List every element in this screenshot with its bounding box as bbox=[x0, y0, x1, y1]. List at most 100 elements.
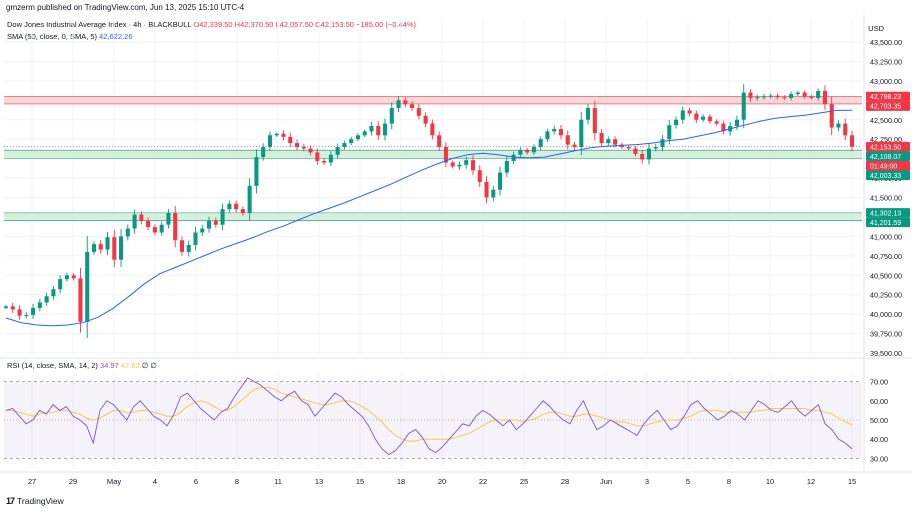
price-axis-label-box bbox=[866, 141, 910, 152]
candle-body bbox=[498, 172, 503, 190]
candle-body bbox=[308, 148, 313, 153]
candle-body bbox=[775, 95, 780, 98]
x-tick-label: May bbox=[107, 477, 121, 486]
candle-body bbox=[274, 133, 279, 136]
candle-body bbox=[491, 189, 496, 198]
candle-body bbox=[613, 139, 618, 145]
candle-body bbox=[646, 148, 651, 160]
candle-body bbox=[667, 125, 672, 140]
rsi-legend[interactable]: RSI (14, close, SMA, 14, 2) 34.97 47.62 … bbox=[7, 361, 157, 370]
x-tick-label: 4 bbox=[153, 477, 157, 486]
price-axis-label: 41,201.59 bbox=[870, 220, 901, 227]
sma-legend[interactable]: SMA (50, close, 0, SMA, 5) 42,622.26 bbox=[7, 32, 133, 41]
x-tick-label: 5 bbox=[686, 477, 690, 486]
candle-body bbox=[714, 121, 719, 124]
candle-body bbox=[558, 129, 564, 136]
candle-body bbox=[484, 181, 489, 198]
price-axis-label-box bbox=[866, 151, 910, 161]
symbol-legend[interactable]: Dow Jones Industrial Average Index · 4h … bbox=[7, 20, 416, 29]
candle-body bbox=[430, 123, 435, 136]
price-tick-label: 41,500.00 bbox=[870, 194, 902, 203]
candle-body bbox=[213, 220, 218, 225]
candle-body bbox=[247, 185, 252, 214]
price-axis-label-box bbox=[866, 160, 910, 171]
support-zone bbox=[4, 212, 862, 221]
candle-body bbox=[518, 150, 523, 155]
candle-body bbox=[152, 227, 157, 233]
candle-body bbox=[227, 203, 232, 210]
candle-body bbox=[139, 214, 144, 221]
price-tick-label: 40,750.00 bbox=[870, 252, 902, 261]
x-tick-label: 18 bbox=[397, 477, 405, 486]
candle-body bbox=[552, 129, 557, 132]
candle-body bbox=[565, 135, 570, 145]
candle-body bbox=[816, 90, 821, 98]
resistance-zone bbox=[4, 96, 862, 104]
price-axis-label: 42,703.35 bbox=[870, 104, 901, 111]
price-axis-label-box bbox=[866, 91, 910, 102]
candle-body bbox=[579, 119, 584, 147]
x-tick-label: 22 bbox=[479, 477, 487, 486]
tradingview-brand: TradingView bbox=[17, 496, 64, 506]
candle-body bbox=[802, 92, 807, 97]
x-axis: 27 29 May 4 6 8 11 13 15 18 20 22 25 28 Jun 3 5 8 10 12 15 bbox=[0, 471, 912, 486]
x-tick-label: 12 bbox=[807, 477, 815, 486]
x-tick-label: 27 bbox=[28, 477, 36, 486]
tradingview-footer[interactable]: 17 TradingView bbox=[6, 496, 64, 506]
x-tick-label: 6 bbox=[194, 477, 198, 486]
sma-line bbox=[5, 109, 853, 327]
x-tick-label: 29 bbox=[69, 477, 77, 486]
sma-value: 42,622.26 bbox=[99, 32, 133, 41]
candle-body bbox=[504, 160, 509, 173]
x-tick-label: 8 bbox=[727, 477, 731, 486]
candle-body bbox=[464, 160, 469, 165]
x-tick-label: 20 bbox=[438, 477, 446, 486]
candle-body bbox=[3, 306, 9, 308]
candle-body bbox=[640, 153, 645, 160]
candle-body bbox=[707, 116, 712, 122]
price-tick-label: 43,500.00 bbox=[870, 38, 902, 47]
rsi-value: 34.97 bbox=[99, 361, 119, 370]
candle-body bbox=[78, 278, 83, 322]
publisher-line: gmzerm published on TradingView.com, Jun… bbox=[6, 3, 245, 12]
candle-body bbox=[437, 135, 442, 147]
price-axis-label: 42,003.33 bbox=[870, 173, 901, 180]
candle-body bbox=[10, 306, 15, 310]
candle-body bbox=[755, 97, 760, 99]
price-tick-label: 40,500.00 bbox=[870, 271, 902, 280]
candle-body bbox=[288, 136, 293, 144]
candle-body bbox=[586, 108, 591, 120]
candle-body bbox=[281, 133, 286, 137]
price-tick-label: 42,500.00 bbox=[870, 116, 902, 125]
candle-body bbox=[294, 143, 300, 147]
rsi-tick-label: 40.00 bbox=[870, 435, 888, 444]
rsi-tick-label: 60.00 bbox=[870, 397, 888, 406]
candle-body bbox=[362, 131, 367, 136]
candle-body bbox=[701, 116, 706, 120]
x-tick-label: 10 bbox=[766, 477, 774, 486]
candle-body bbox=[653, 146, 658, 149]
candle-body bbox=[410, 104, 415, 109]
candle-body bbox=[335, 146, 340, 155]
x-tick-label: 15 bbox=[848, 477, 856, 486]
candle-body bbox=[328, 154, 333, 163]
rsi-extra: ∅ ∅ bbox=[141, 361, 157, 370]
candle-body bbox=[24, 314, 29, 316]
rsi-pane: 70.00 60.00 50.00 40.00 30.00 bbox=[4, 372, 888, 468]
candle-body bbox=[674, 119, 679, 126]
candle-body bbox=[17, 309, 22, 316]
price-axis-label-box bbox=[866, 101, 910, 111]
candle-body bbox=[694, 113, 699, 120]
candle-body bbox=[450, 162, 455, 167]
candle-body bbox=[166, 213, 171, 225]
x-tick-label: 13 bbox=[315, 477, 323, 486]
candle-body bbox=[105, 237, 110, 250]
rsi-tick-label: 50.00 bbox=[870, 416, 888, 425]
candle-body bbox=[511, 154, 516, 161]
candle-body bbox=[125, 228, 130, 237]
currency-label: USD bbox=[868, 24, 884, 33]
candle-body bbox=[112, 237, 117, 260]
price-axis-label-box bbox=[866, 217, 910, 228]
candle-body bbox=[660, 139, 665, 147]
